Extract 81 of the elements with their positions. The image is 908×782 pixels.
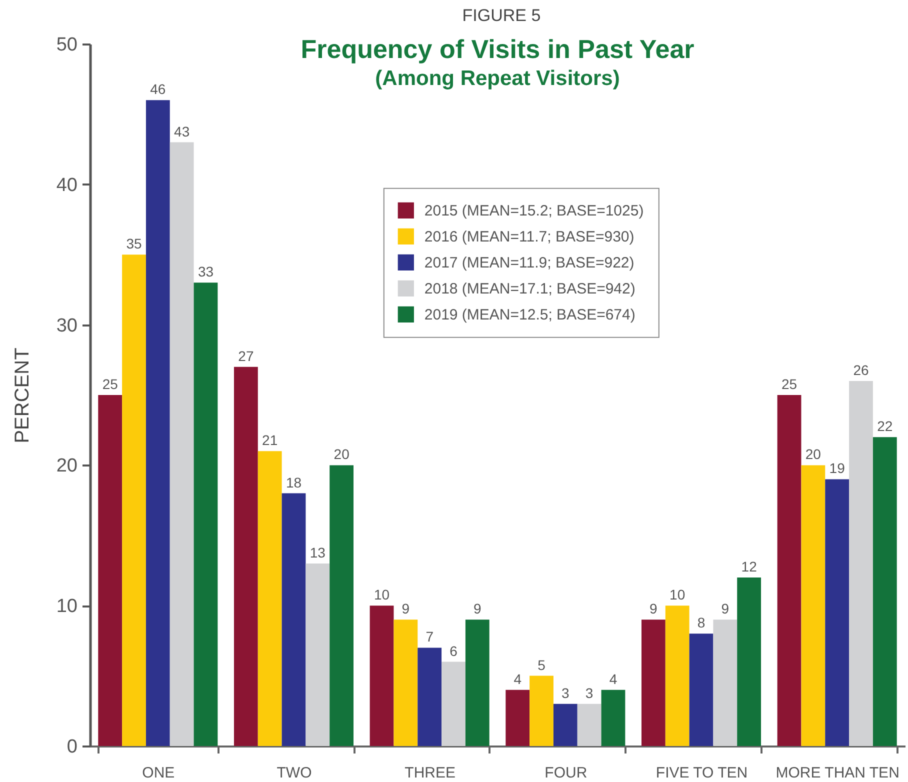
bar bbox=[194, 282, 218, 746]
x-tick-label: MORE THAN TEN bbox=[776, 764, 900, 782]
data-label: 4 bbox=[609, 670, 618, 687]
caption: FIGURE 5 bbox=[462, 6, 541, 25]
y-tick-label: 20 bbox=[56, 456, 78, 477]
bar bbox=[258, 451, 282, 746]
text: (Among Repeat Visitors) bbox=[375, 67, 620, 90]
x-tick-label: ONE bbox=[142, 764, 175, 782]
legend-label: 2015 (MEAN=15.2; BASE=1025) bbox=[424, 202, 644, 220]
bar bbox=[394, 620, 418, 746]
x-tick-label: FOUR bbox=[544, 764, 588, 782]
data-label: 25 bbox=[102, 376, 118, 392]
bar bbox=[282, 493, 306, 746]
data-label: 27 bbox=[238, 348, 254, 364]
bar bbox=[825, 479, 850, 746]
bar bbox=[777, 395, 802, 746]
data-label: 4 bbox=[514, 670, 522, 687]
bar bbox=[713, 620, 738, 746]
bar bbox=[442, 662, 466, 746]
y-tick-label: 30 bbox=[56, 315, 78, 336]
data-label: 7 bbox=[426, 628, 434, 645]
bar bbox=[849, 380, 873, 746]
data-label: 22 bbox=[877, 418, 893, 434]
bar bbox=[872, 437, 897, 746]
data-label: 12 bbox=[741, 558, 758, 575]
data-label: 19 bbox=[829, 460, 846, 476]
legend-label: 2017 (MEAN=11.9; BASE=922) bbox=[424, 254, 634, 272]
bar bbox=[98, 395, 122, 746]
bar bbox=[689, 634, 714, 746]
data-label: 9 bbox=[474, 600, 482, 617]
bar bbox=[737, 578, 762, 746]
data-label: 43 bbox=[174, 123, 190, 140]
data-label: 10 bbox=[670, 586, 686, 603]
data-label: 9 bbox=[721, 600, 730, 617]
y-tick-label: 0 bbox=[66, 736, 78, 758]
data-label: 9 bbox=[402, 600, 410, 617]
bar bbox=[641, 620, 666, 746]
data-label: 3 bbox=[562, 684, 570, 701]
y-tick-label: 50 bbox=[56, 34, 78, 56]
bar bbox=[553, 704, 578, 746]
y-tick-label: 40 bbox=[56, 174, 78, 196]
bar bbox=[418, 648, 442, 746]
data-label: 5 bbox=[538, 656, 546, 673]
data-label: 10 bbox=[374, 586, 390, 603]
x-tick-label: TWO bbox=[276, 764, 312, 782]
data-label: 26 bbox=[853, 362, 869, 378]
x-tick-label: FIVE TO TEN bbox=[656, 764, 748, 782]
data-label: 21 bbox=[262, 432, 278, 448]
data-label: 8 bbox=[697, 614, 706, 631]
bar bbox=[577, 704, 602, 746]
data-label: 25 bbox=[781, 376, 798, 392]
y-tick-label: 10 bbox=[56, 596, 78, 618]
chart-title: Frequency of Visits in Past Year bbox=[300, 34, 694, 64]
bar bbox=[234, 366, 258, 746]
x-tick-label: THREE bbox=[404, 764, 456, 782]
bar bbox=[601, 690, 626, 746]
data-label: 20 bbox=[805, 446, 822, 462]
data-label: 9 bbox=[650, 600, 658, 617]
bar bbox=[530, 676, 554, 746]
bar bbox=[170, 142, 194, 746]
legend-label: 2018 (MEAN=17.1; BASE=942) bbox=[424, 280, 636, 298]
data-label: 6 bbox=[450, 642, 458, 659]
data-label: 35 bbox=[126, 236, 142, 252]
y-axis-title: PERCENT bbox=[11, 348, 34, 444]
legend-label: 2019 (MEAN=12.5; BASE=674) bbox=[424, 306, 636, 324]
bar bbox=[465, 620, 490, 746]
data-label: 46 bbox=[150, 81, 166, 98]
data-label: 18 bbox=[286, 474, 302, 490]
bar bbox=[665, 606, 690, 746]
data-label: 3 bbox=[585, 684, 594, 701]
bar bbox=[306, 563, 330, 746]
bar bbox=[801, 465, 826, 746]
bar bbox=[506, 690, 530, 746]
bar bbox=[146, 100, 170, 746]
data-label: 33 bbox=[198, 264, 214, 280]
data-label: 13 bbox=[310, 544, 326, 560]
bar bbox=[330, 465, 354, 746]
legend-label: 2016 (MEAN=11.7; BASE=930) bbox=[424, 228, 634, 246]
bar bbox=[122, 254, 146, 746]
data-label: 20 bbox=[334, 446, 350, 462]
bar bbox=[370, 606, 394, 746]
